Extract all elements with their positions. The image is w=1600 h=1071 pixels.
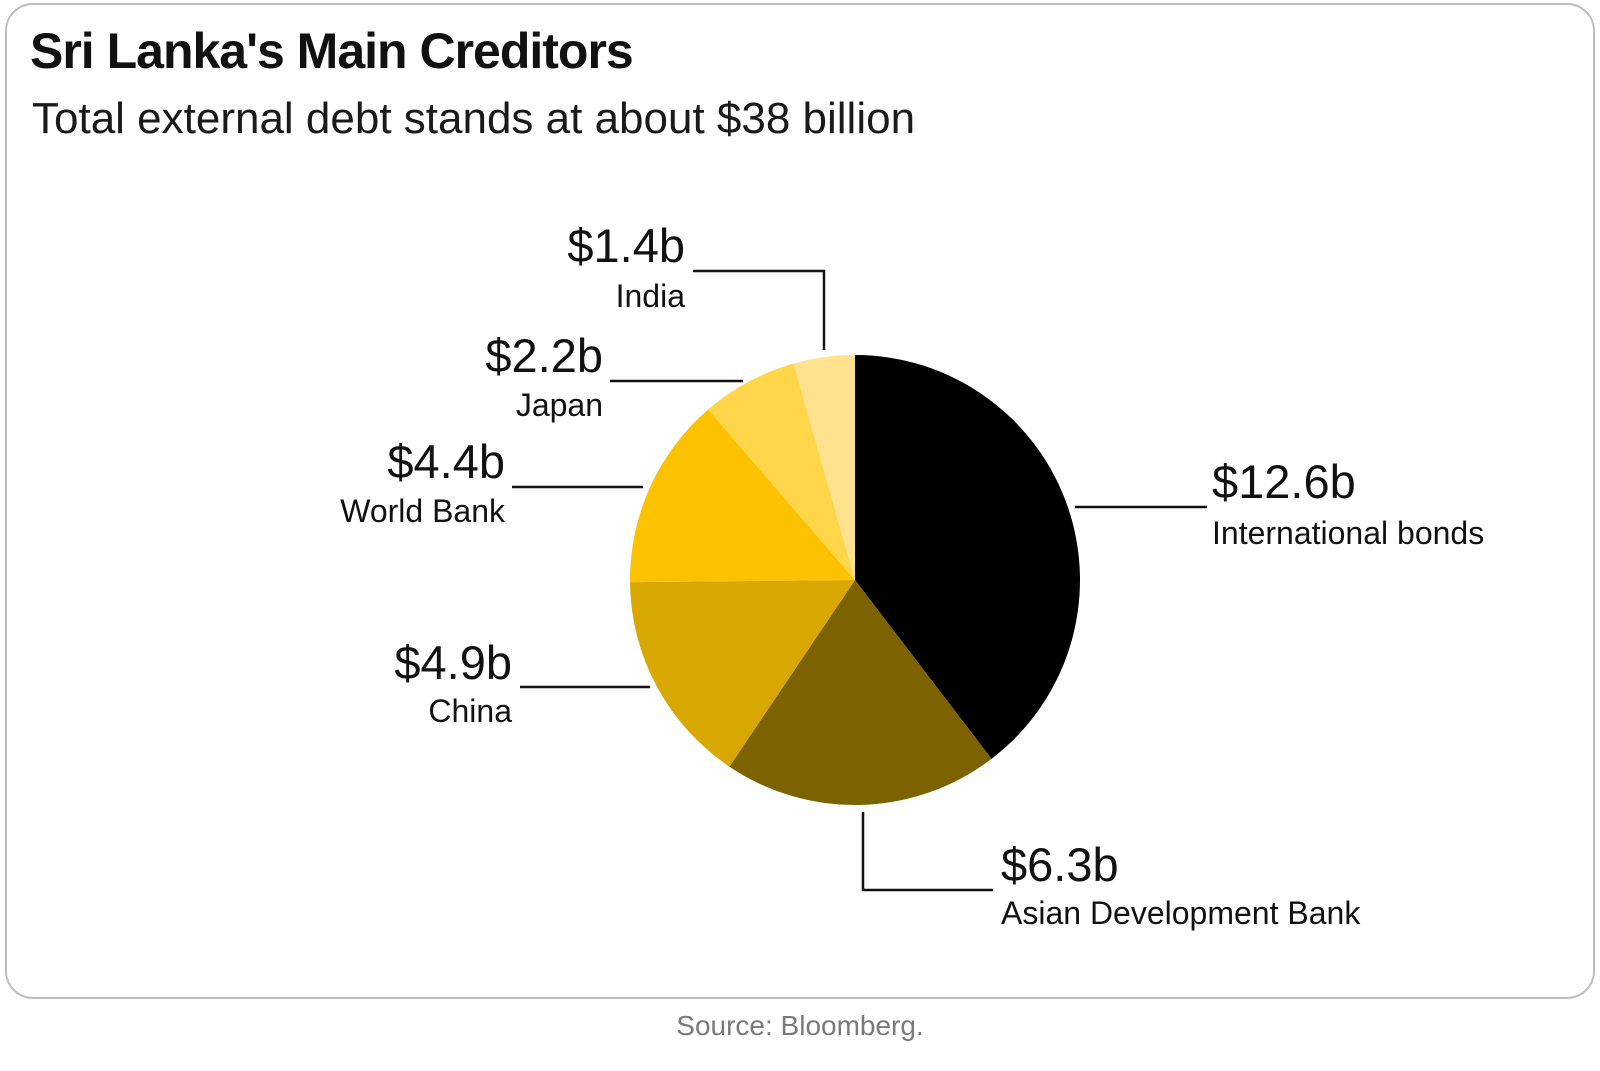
slice-labels: $12.6b International bonds $6.3b Asian D… xyxy=(340,219,1484,931)
category-label-asian-development-bank: Asian Development Bank xyxy=(1001,895,1361,931)
value-label-asian-development-bank: $6.3b xyxy=(1001,838,1119,891)
chart-subtitle: Total external debt stands at about $38 … xyxy=(32,94,916,143)
category-label-japan: Japan xyxy=(516,387,603,423)
pie-slices xyxy=(629,355,1080,806)
category-label-international-bonds: International bonds xyxy=(1212,515,1484,551)
pie-slice-india xyxy=(793,355,855,580)
value-label-international-bonds: $12.6b xyxy=(1212,455,1356,508)
leader-lines xyxy=(512,269,1207,892)
source-note: Source: Bloomberg. xyxy=(676,1010,924,1041)
leader-line-asian-development-bank xyxy=(861,812,993,892)
value-label-china: $4.9b xyxy=(394,636,512,689)
chart-title: Sri Lanka's Main Creditors xyxy=(30,23,634,79)
value-label-japan: $2.2b xyxy=(485,329,603,382)
value-label-world-bank: $4.4b xyxy=(387,435,505,488)
pie-slice-japan xyxy=(708,363,855,580)
pie-slice-world-bank xyxy=(629,409,855,583)
category-label-china: China xyxy=(428,693,512,729)
pie-chart: $12.6b International bonds $6.3b Asian D… xyxy=(340,219,1484,931)
pie-slice-international-bonds xyxy=(855,355,1080,759)
leader-line-india xyxy=(693,269,826,350)
category-label-world-bank: World Bank xyxy=(340,493,506,529)
pie-slice-china xyxy=(630,580,855,767)
pie-slice-asian-development-bank xyxy=(729,580,992,806)
value-label-india: $1.4b xyxy=(567,219,685,272)
category-label-india: India xyxy=(616,278,686,314)
